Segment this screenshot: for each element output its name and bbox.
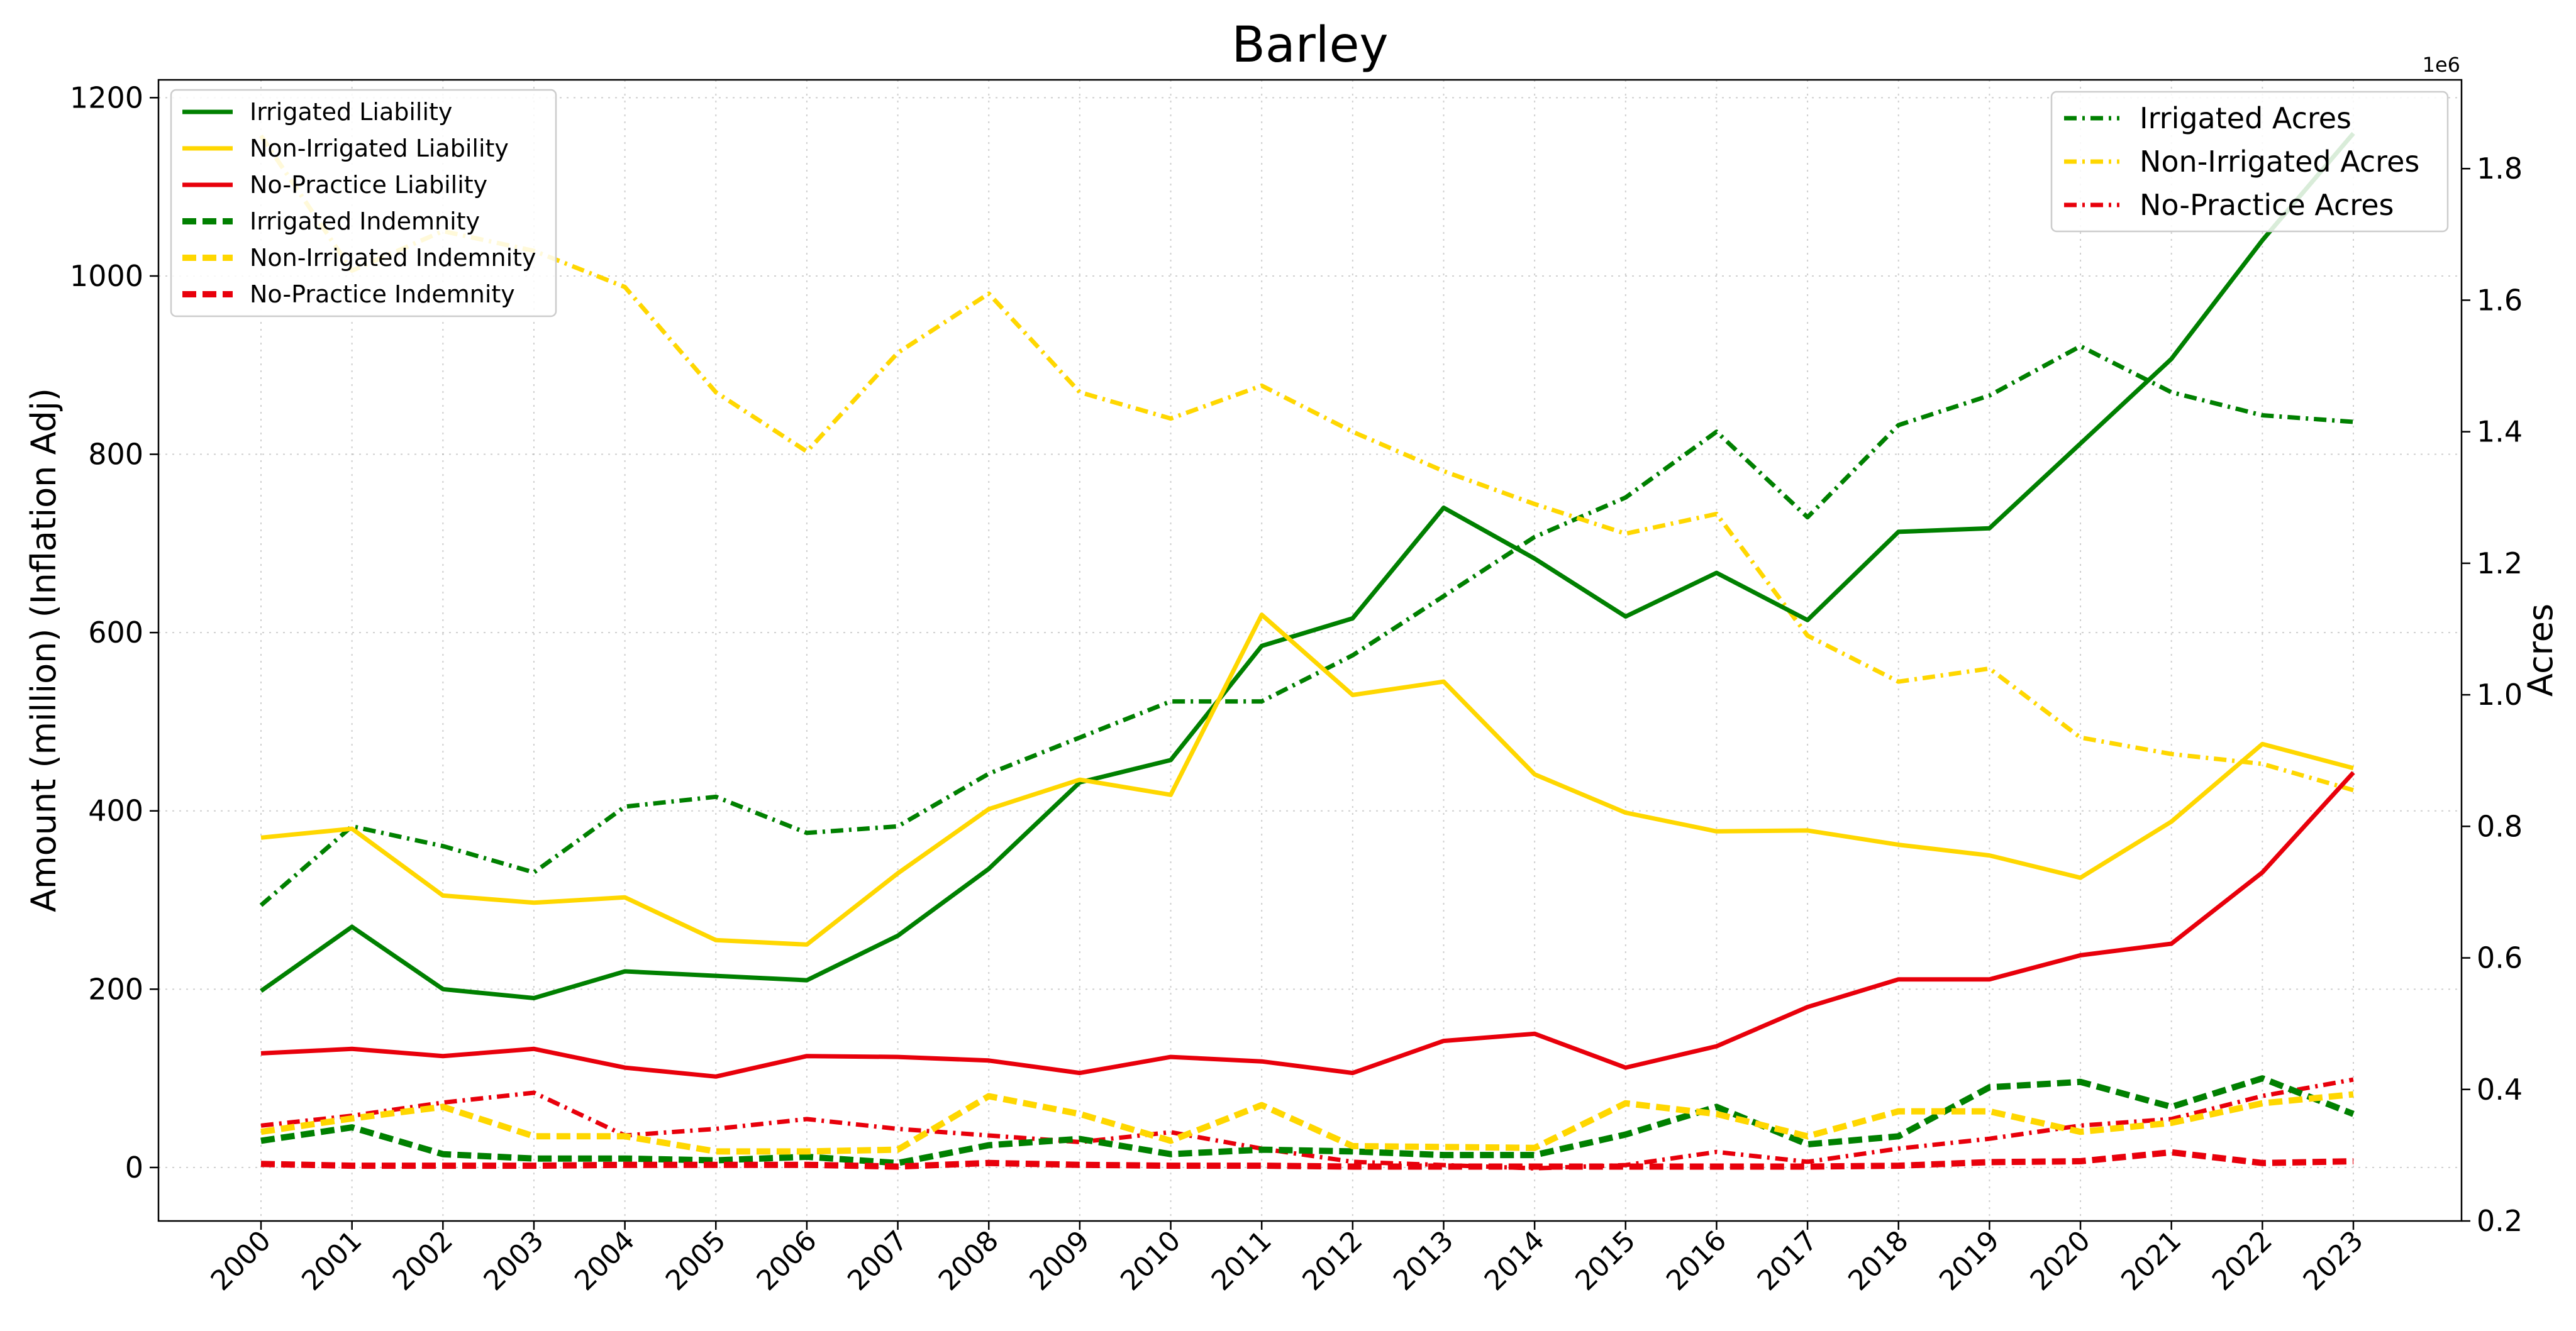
- y-tick-label: 0: [125, 1151, 143, 1185]
- y2-tick-label: 1.2: [2477, 546, 2523, 580]
- y2-tick-label: 0.2: [2477, 1204, 2523, 1238]
- y-tick-label: 200: [88, 972, 143, 1006]
- y-tick-label: 1000: [70, 259, 143, 293]
- y-tick-label: 1200: [70, 80, 143, 114]
- y-axis-label-right: Acres: [2521, 604, 2560, 697]
- series-line-amount-4: [260, 1091, 2354, 1155]
- series-line-acres-0: [259, 344, 2354, 907]
- legend-left-label: Irrigated Liability: [250, 98, 452, 126]
- legend-right: Irrigated Acres Non-Irrigated Acres No-Pra…: [2050, 91, 2449, 233]
- legend-right-box: [2050, 91, 2449, 233]
- legend-left-label: Non-Irrigated Liability: [250, 135, 509, 162]
- series-layer: [259, 131, 2355, 1171]
- y2-tick-label: 1.0: [2477, 678, 2523, 712]
- legend-left-label: Irrigated Indemnity: [250, 207, 480, 235]
- y2-tick-label: 1.4: [2477, 415, 2523, 449]
- legend-right-label: Irrigated Acres: [2140, 101, 2351, 135]
- y2-tick-label: 0.4: [2477, 1073, 2523, 1107]
- series-line-acres-2: [260, 1077, 2354, 1171]
- y-axis-left: 0 200 400 600 800 1000 1200: [70, 80, 158, 1185]
- legend-left-box: [170, 89, 557, 318]
- series-line-amount-5: [260, 1149, 2354, 1170]
- y-axis-right: 0.2 0.4 0.6 0.8 1.0 1.2 1.4 1.6 1.8: [2462, 152, 2523, 1238]
- y-axis-label-left: Amount (million) (Inflation Adj): [24, 388, 64, 912]
- series-line-amount-2: [260, 771, 2355, 1079]
- y2-tick-label: 0.8: [2477, 809, 2523, 843]
- legend-right-label: No-Practice Acres: [2140, 188, 2394, 222]
- y-tick-label: 800: [88, 438, 143, 472]
- y2-offset-label: 1e6: [2423, 53, 2460, 77]
- legend-left-label: Non-Irrigated Indemnity: [250, 244, 536, 272]
- legend-left: Irrigated Liability Non-Irrigated Liabili…: [170, 89, 557, 318]
- series-line-acres-1: [259, 134, 2354, 793]
- y-tick-label: 400: [88, 794, 143, 828]
- y-tick-label: 600: [88, 616, 143, 649]
- series-line-amount-3: [260, 1075, 2355, 1166]
- legend-left-label: No-Practice Indemnity: [250, 280, 515, 308]
- chart-title: Barley: [1231, 17, 1388, 74]
- legend-right-label: Non-Irrigated Acres: [2140, 145, 2419, 179]
- y2-tick-label: 1.6: [2477, 283, 2523, 317]
- y2-tick-label: 1.8: [2477, 152, 2523, 185]
- series-line-amount-0: [259, 131, 2355, 1000]
- y2-tick-label: 0.6: [2477, 941, 2523, 975]
- legend-left-label: No-Practice Liability: [250, 171, 487, 199]
- series-line-amount-1: [260, 612, 2354, 947]
- plot-frame: [157, 79, 2463, 1222]
